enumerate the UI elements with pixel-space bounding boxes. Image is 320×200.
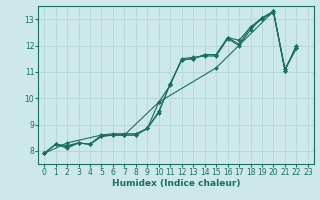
X-axis label: Humidex (Indice chaleur): Humidex (Indice chaleur) [112,179,240,188]
